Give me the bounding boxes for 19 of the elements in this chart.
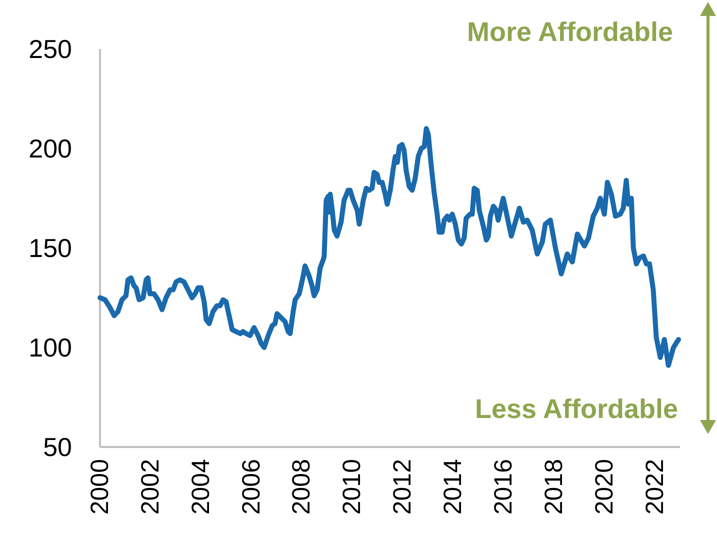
x-tick-label: 2022: [640, 459, 669, 515]
annotation: Less Affordable: [474, 394, 678, 424]
x-tick-label: 2012: [388, 459, 417, 515]
x-tick-label: 2010: [338, 459, 366, 515]
x-tick-label: 2008: [288, 459, 316, 515]
y-tick-label: 150: [28, 233, 72, 263]
x-tick-label: 2016: [489, 459, 518, 515]
x-tick-label: 2020: [590, 459, 618, 515]
y-tick-label: 250: [28, 34, 72, 64]
y-tick-label: 100: [28, 332, 72, 362]
x-tick-label: 2018: [540, 459, 568, 515]
x-tick-label: 2014: [439, 458, 468, 515]
text: More Affordable: [466, 17, 673, 47]
x-tick-label: 2006: [237, 459, 266, 515]
x-tick-label: 2002: [136, 459, 164, 515]
x-tick-label: 2004: [186, 458, 215, 515]
y-tick-label: 50: [43, 432, 72, 462]
y-tick-label: 200: [28, 134, 72, 164]
x-tick-label: 2000: [86, 459, 114, 515]
